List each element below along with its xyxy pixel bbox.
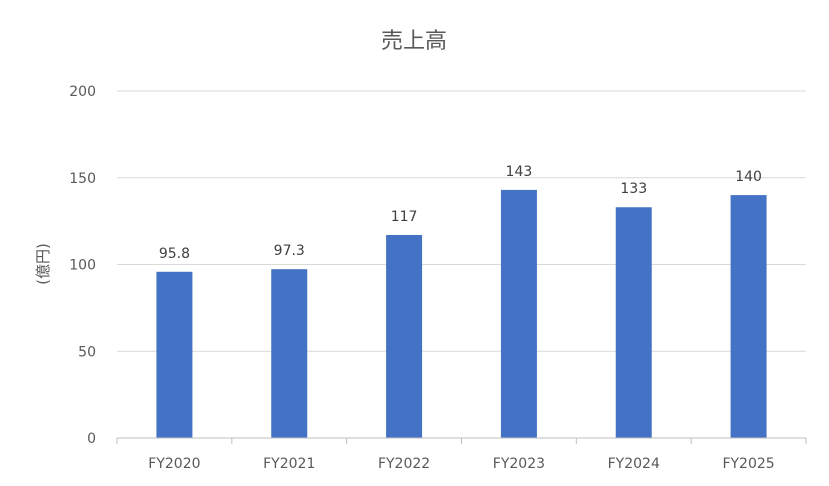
data-label: 133 [620,181,647,197]
data-label: 95.8 [159,246,190,262]
bar [730,195,767,438]
x-tick-label: FY2023 [493,456,545,472]
data-label: 140 [735,169,762,185]
gridlines [117,90,806,352]
data-label: 97.3 [274,243,305,259]
y-tick-label: 200 [69,84,96,100]
bar [156,271,193,438]
y-tick-label: 0 [87,431,96,447]
bar [500,189,537,438]
bars [156,189,767,438]
y-axis-ticks: 0 50 100 150 200 [69,84,96,447]
x-axis: FY2020 FY2021 FY2022 FY2023 FY2024 FY2025 [116,437,807,472]
data-labels: 95.8 97.3 117 143 133 140 [159,164,762,262]
x-tick-label: FY2021 [263,456,315,472]
x-tick-label: FY2022 [378,456,430,472]
y-tick-label: 150 [69,171,96,187]
chart-title: 売上高 [381,29,447,54]
bar [271,269,308,438]
y-tick-label: 50 [78,344,96,360]
y-axis-title: (億円) [34,243,52,285]
y-tick-label: 100 [69,258,96,274]
x-tick-label: FY2024 [608,456,660,472]
data-label: 143 [506,164,533,180]
data-label: 117 [391,209,418,225]
x-tick-label: FY2020 [148,456,200,472]
bar [615,207,652,438]
x-tick-label: FY2025 [722,456,774,472]
bar [386,235,423,438]
